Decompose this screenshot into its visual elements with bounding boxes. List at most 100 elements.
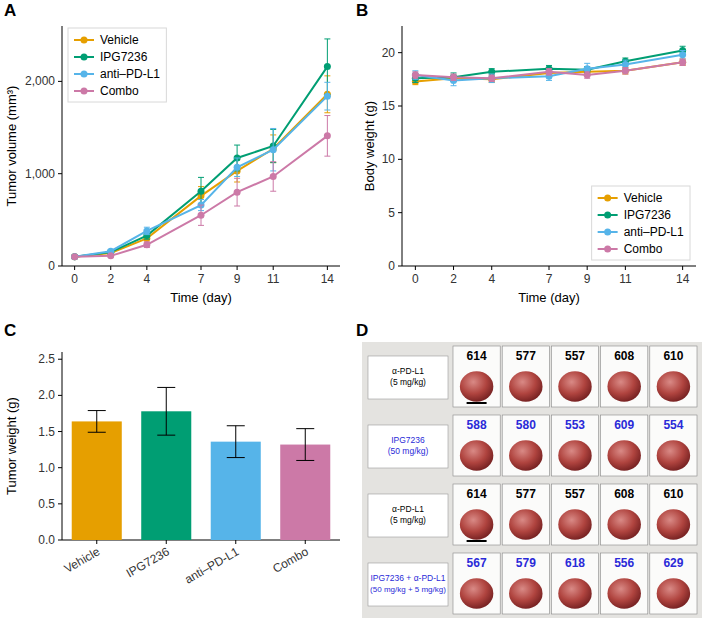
- axes: 0.00.51.01.52.02.5Tumor weight (g)Vehicl…: [4, 352, 340, 587]
- legend: VehicleIPG7236anti–PD-L1Combo: [68, 28, 166, 102]
- panel-letter: B: [356, 1, 368, 20]
- y-tick-label: 2,000: [25, 74, 55, 88]
- error-cap: [489, 74, 495, 75]
- error-cap: [157, 387, 175, 388]
- y-tick-label: 5: [388, 206, 395, 220]
- error-bar: [234, 145, 240, 171]
- mouse-id: 557: [565, 487, 585, 501]
- mouse-id: 608: [614, 487, 634, 501]
- y-tick: [398, 266, 402, 267]
- photo-cell: [601, 553, 648, 614]
- error-bar: [412, 72, 418, 78]
- tumor-photo: [558, 578, 591, 608]
- point: [198, 188, 205, 195]
- photo-cell: [453, 346, 500, 407]
- legend-box: [592, 186, 690, 260]
- series: [412, 46, 686, 82]
- line: [75, 136, 328, 257]
- y-tick-label: 0: [48, 259, 55, 273]
- point: [234, 164, 241, 171]
- tumor-photo: [607, 578, 640, 608]
- y-tick: [398, 106, 402, 107]
- error-cap: [198, 205, 204, 206]
- mouse-id: 567: [467, 556, 487, 570]
- point: [679, 59, 686, 66]
- error-cap: [324, 38, 330, 39]
- legend-item: anti–PD-L1: [598, 225, 684, 239]
- photo-cell: [502, 415, 549, 476]
- panel-letter: A: [4, 1, 16, 20]
- series: [71, 116, 331, 261]
- y-tick: [58, 81, 62, 82]
- tumor-photo: [657, 371, 690, 401]
- photo-row: IPG7236(50 mg/kg)588580553609554: [368, 415, 697, 476]
- y-tick-label: 1.0: [38, 461, 55, 475]
- legend-item: anti–PD-L1: [74, 67, 160, 81]
- photo-cell: [453, 484, 500, 545]
- mouse-id: 608: [614, 349, 634, 363]
- photo-cell: [551, 415, 598, 476]
- point: [546, 68, 553, 75]
- error-cap: [234, 158, 240, 159]
- mouse-id: 579: [516, 556, 536, 570]
- point: [622, 67, 629, 74]
- series: [412, 59, 686, 82]
- panel-letter: D: [356, 321, 368, 340]
- bar: [72, 421, 122, 540]
- x-tick: [587, 266, 588, 270]
- y-tick: [58, 395, 62, 396]
- error-cap: [584, 63, 590, 64]
- point: [584, 72, 591, 79]
- x-tick-label: 11: [267, 272, 280, 286]
- mouse-id: 614: [467, 349, 487, 363]
- series: [71, 39, 331, 260]
- mouse-id: 618: [565, 556, 585, 570]
- error-cap: [489, 82, 495, 83]
- photo-cell: [551, 553, 598, 614]
- point: [324, 132, 331, 139]
- x-tick-label: Vehicle: [62, 544, 103, 576]
- tumor-photo: [558, 509, 591, 539]
- mouse-id: 610: [663, 487, 683, 501]
- axes: 02479111401,0002,000Time (day)Tumor volu…: [4, 26, 340, 305]
- error-cap: [546, 80, 552, 81]
- photo-cell: [650, 484, 697, 545]
- point: [71, 253, 78, 260]
- error-cap: [198, 205, 204, 206]
- error-cap: [324, 156, 330, 157]
- legend-item: Vehicle: [598, 191, 663, 205]
- error-cap: [412, 70, 418, 71]
- error-bar: [144, 227, 150, 234]
- line: [415, 51, 682, 79]
- point: [143, 227, 150, 234]
- y-tick-label: 15: [382, 99, 396, 113]
- error-bar: [584, 72, 590, 78]
- y-tick: [398, 159, 402, 160]
- error-cap: [234, 176, 240, 177]
- x-tick-label: 0: [71, 272, 78, 286]
- y-tick-label: 2.5: [38, 352, 55, 366]
- error-cap: [296, 460, 314, 461]
- point: [107, 252, 114, 259]
- error-cap: [451, 72, 457, 73]
- error-stem: [96, 411, 97, 433]
- plot-area: [72, 387, 331, 540]
- x-tick: [491, 266, 492, 270]
- photo-cell: [502, 553, 549, 614]
- legend-dot: [81, 37, 88, 44]
- line: [415, 62, 682, 81]
- legend-dot: [604, 212, 611, 219]
- tumor-photo: [509, 509, 542, 539]
- legend-dot: [81, 54, 88, 61]
- error-bar: [451, 73, 457, 82]
- mouse-id: 580: [516, 418, 536, 432]
- legend-label: anti–PD-L1: [624, 225, 684, 239]
- x-tick: [625, 266, 626, 270]
- x-tick-label: 4: [488, 272, 495, 286]
- error-cap: [412, 79, 418, 80]
- row-label-card: [368, 425, 448, 468]
- row-label: (5 mg/kg): [390, 377, 426, 387]
- mouse-id: 577: [516, 349, 536, 363]
- mouse-id: 556: [614, 556, 634, 570]
- x-tick-label: 2: [450, 272, 457, 286]
